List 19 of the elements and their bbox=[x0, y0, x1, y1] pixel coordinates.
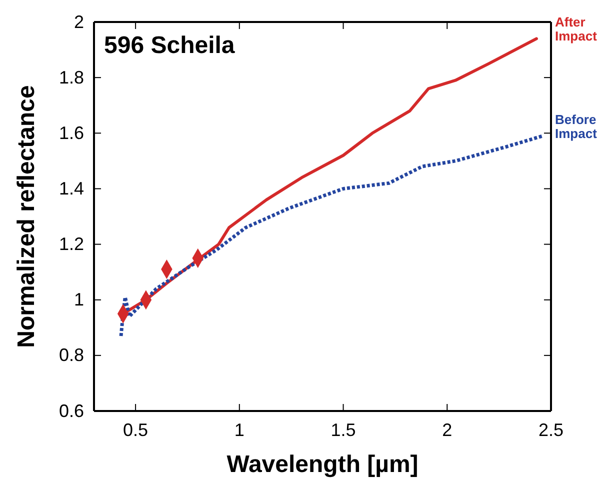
series-label: After Impact bbox=[555, 14, 598, 44]
chart-title: 596 Scheila bbox=[104, 32, 236, 59]
line-series bbox=[119, 134, 544, 338]
y-tick-label: 0.8 bbox=[58, 345, 84, 366]
y-tick-label: 1 bbox=[74, 290, 84, 310]
series-label: Before Impact bbox=[555, 112, 598, 141]
y-tick-label: 1.8 bbox=[58, 67, 84, 88]
x-axis-title: Wavelength [µm] bbox=[226, 451, 418, 478]
x-tick-label: 1.5 bbox=[330, 420, 356, 440]
y-tick-label: 2 bbox=[74, 12, 84, 32]
y-tick-label: 1.6 bbox=[58, 122, 84, 143]
y-tick-label: 0.6 bbox=[58, 400, 84, 421]
y-tick-label: 1.4 bbox=[58, 178, 84, 198]
x-tick-label: 0.5 bbox=[123, 420, 148, 440]
y-axis-title: Normalized reflectance bbox=[13, 85, 40, 348]
y-tick-label: 1.2 bbox=[58, 234, 84, 254]
x-tick-label: 1 bbox=[234, 420, 244, 440]
x-tick-label: 2 bbox=[442, 420, 452, 440]
x-tick-label: 2.5 bbox=[538, 420, 564, 440]
